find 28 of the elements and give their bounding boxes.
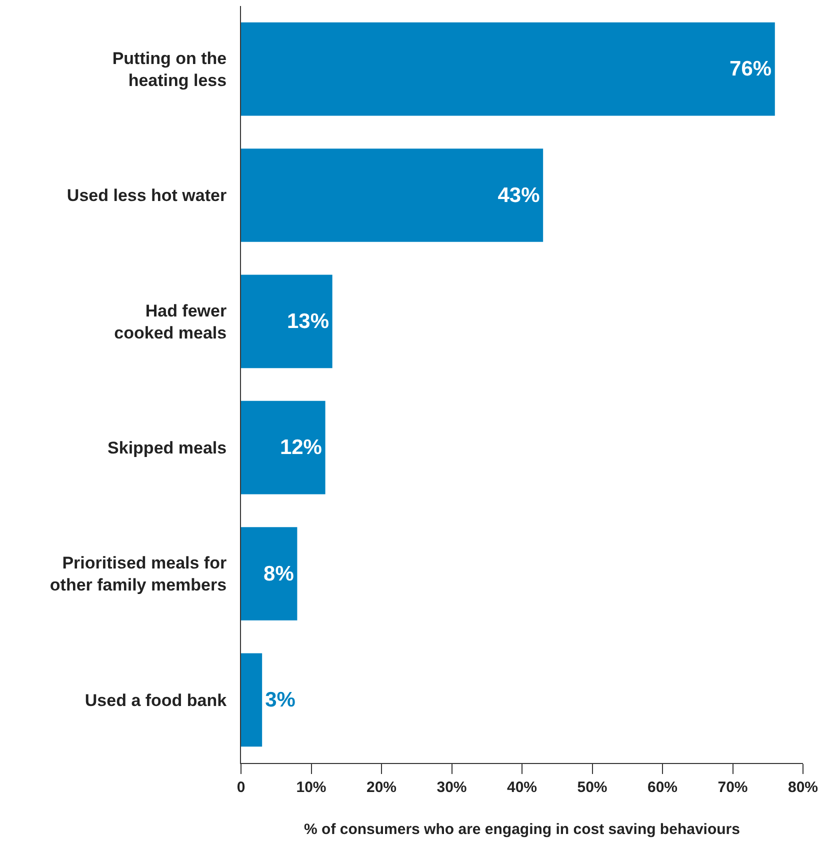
x-tick-label: 70%: [718, 779, 748, 796]
y-tick-label: Used a food bank: [84, 690, 228, 710]
y-tick-label: Putting on the heating less: [112, 48, 227, 90]
bar: [241, 653, 262, 747]
x-tick-label: 0: [236, 779, 246, 796]
data-label: 3%: [265, 688, 296, 712]
bar: [241, 274, 332, 368]
bar: [241, 527, 298, 620]
data-label: 43%: [498, 184, 540, 207]
y-tick-label: Skipped meals: [108, 438, 227, 458]
data-label: 76%: [730, 58, 772, 81]
x-tick-label: 40%: [506, 779, 538, 796]
bar: [241, 400, 326, 494]
x-tick-label: 60%: [647, 779, 678, 796]
bar: [241, 22, 775, 116]
data-label: 13%: [286, 310, 330, 333]
x-tick-label: 50%: [577, 779, 608, 796]
x-tick-label: 30%: [436, 779, 467, 796]
x-axis-title: % of consumers who are engaging in cost saving behaviours: [304, 821, 740, 838]
x-tick-label: 20%: [366, 779, 397, 796]
data-label: 8%: [264, 562, 294, 586]
data-label: 12%: [280, 436, 322, 460]
y-tick-label: Used less hot water: [66, 186, 227, 206]
x-tick-label: 10%: [296, 779, 326, 796]
y-tick-label: Prioritised meals for other family members: [50, 554, 227, 595]
bar: [241, 148, 544, 242]
x-tick-label: 80%: [788, 779, 818, 796]
y-tick-label: Had fewer cooked meals: [114, 301, 227, 342]
